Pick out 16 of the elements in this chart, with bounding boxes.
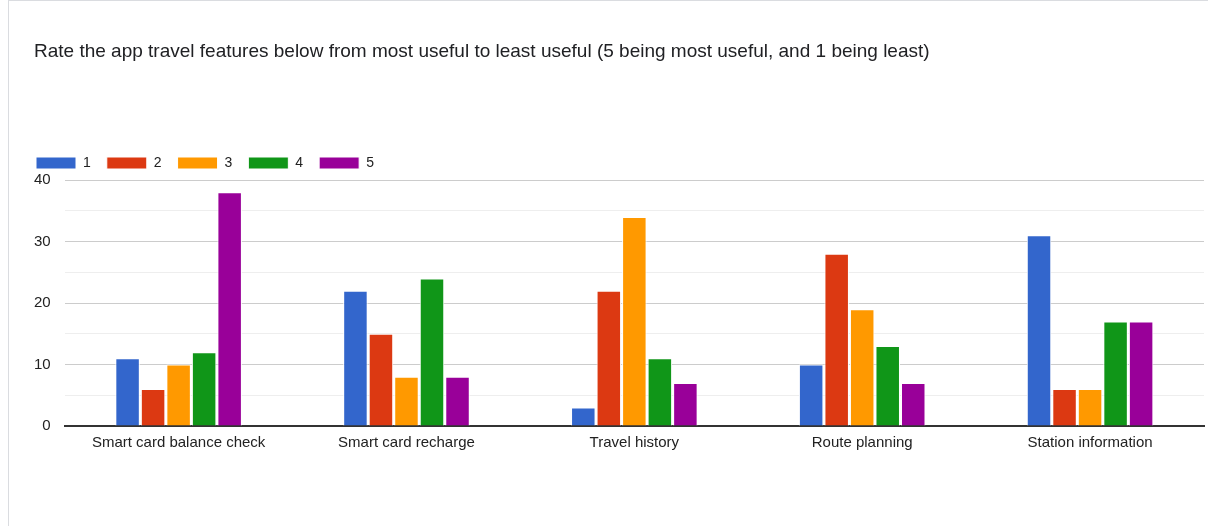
y-tick-label: 20 [34,293,51,311]
legend-label: 4 [295,153,304,170]
y-tick-label: 10 [34,354,51,372]
y-tick-label: 30 [34,231,51,249]
y-tick-label: 40 [34,170,51,188]
legend-label: 5 [366,153,375,170]
x-tick-label: Route planning [811,433,913,451]
x-tick-label: Smart card recharge [338,433,475,451]
legend-label: 1 [83,153,91,170]
x-tick-label: Station information [1027,433,1153,451]
legend-label: 2 [153,153,162,170]
y-tick-label: 0 [42,416,51,434]
x-tick-label: Smart card balance check [91,433,266,451]
x-tick-label: Travel history [589,433,680,451]
legend-label: 3 [224,153,233,170]
chart-title: Rate the app travel features below from most useful to least useful (5 being most useful, and 1 being least) [34,40,930,62]
